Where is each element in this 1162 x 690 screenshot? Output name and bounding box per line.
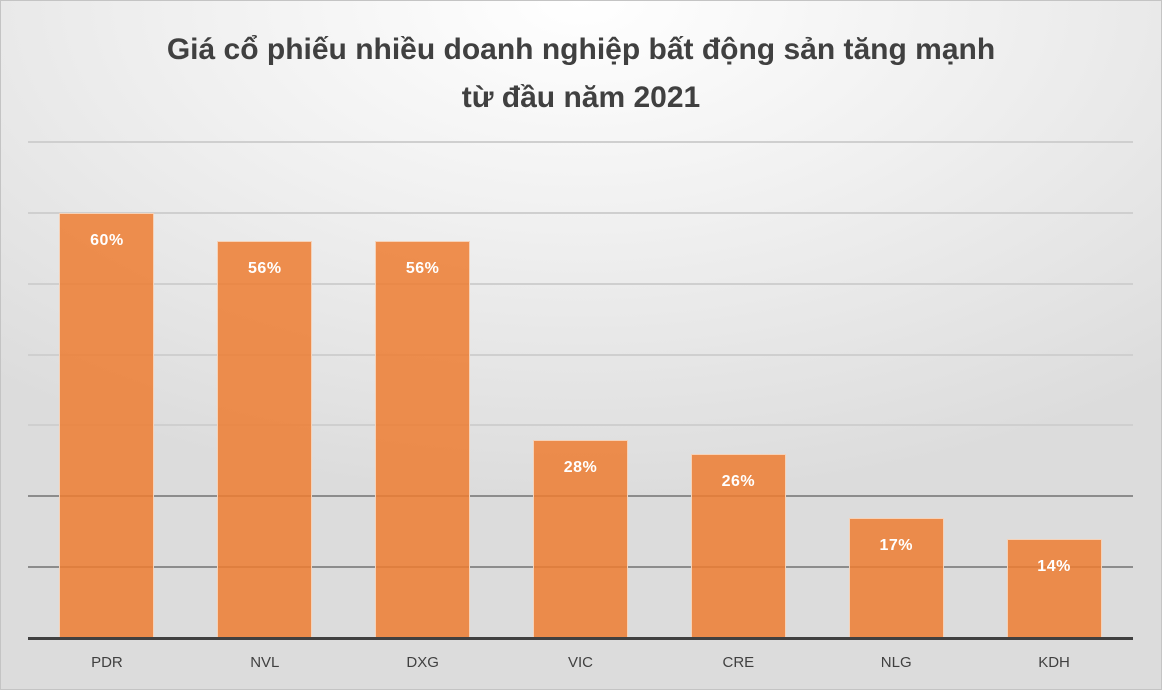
data-label: 17% [879, 536, 913, 554]
data-label: 56% [405, 260, 440, 278]
gridline [28, 141, 1133, 143]
chart-title-line-2: từ đầu năm 2021 [461, 81, 701, 114]
bar-vic: 28% [533, 439, 628, 638]
bar-kdh: 14% [1006, 538, 1102, 638]
data-label: 60% [90, 231, 124, 249]
x-tick-label: VIC [567, 654, 593, 671]
x-tick-label: PDR [91, 654, 123, 671]
bar-nlg: 17% [848, 517, 944, 638]
data-label: 28% [563, 458, 598, 476]
x-tick-label: CRE [722, 654, 755, 671]
data-label: 14% [1037, 557, 1071, 575]
bar-cre: 26% [690, 453, 786, 638]
gridline [28, 282, 1133, 285]
gridline [28, 211, 1133, 214]
bar-pdr: 60% [59, 212, 155, 638]
x-tick-label: KDH [1038, 654, 1070, 671]
x-tick-label: DXG [406, 654, 439, 671]
plot-area: 60% PDR 56% NVL 56% DXG 28% VIC 26% CRE 17% NLG 14% K… [28, 0, 1133, 690]
x-tick-label: NVL [250, 654, 280, 671]
bar-nvl: 56% [217, 241, 313, 638]
gridline [28, 424, 1133, 427]
gridline [28, 353, 1133, 356]
bar-dxg: 56% [375, 241, 471, 638]
data-label: 26% [721, 472, 756, 490]
data-label: 56% [248, 260, 282, 278]
x-axis-line [28, 637, 1133, 640]
x-tick-label: NLG [880, 654, 912, 671]
chart-title: Giá cổ phiếu nhiều doanh nghiệp bất động… [0, 26, 1162, 122]
chart-title-line-1: Giá cổ phiếu nhiều doanh nghiệp bất động… [166, 33, 996, 66]
